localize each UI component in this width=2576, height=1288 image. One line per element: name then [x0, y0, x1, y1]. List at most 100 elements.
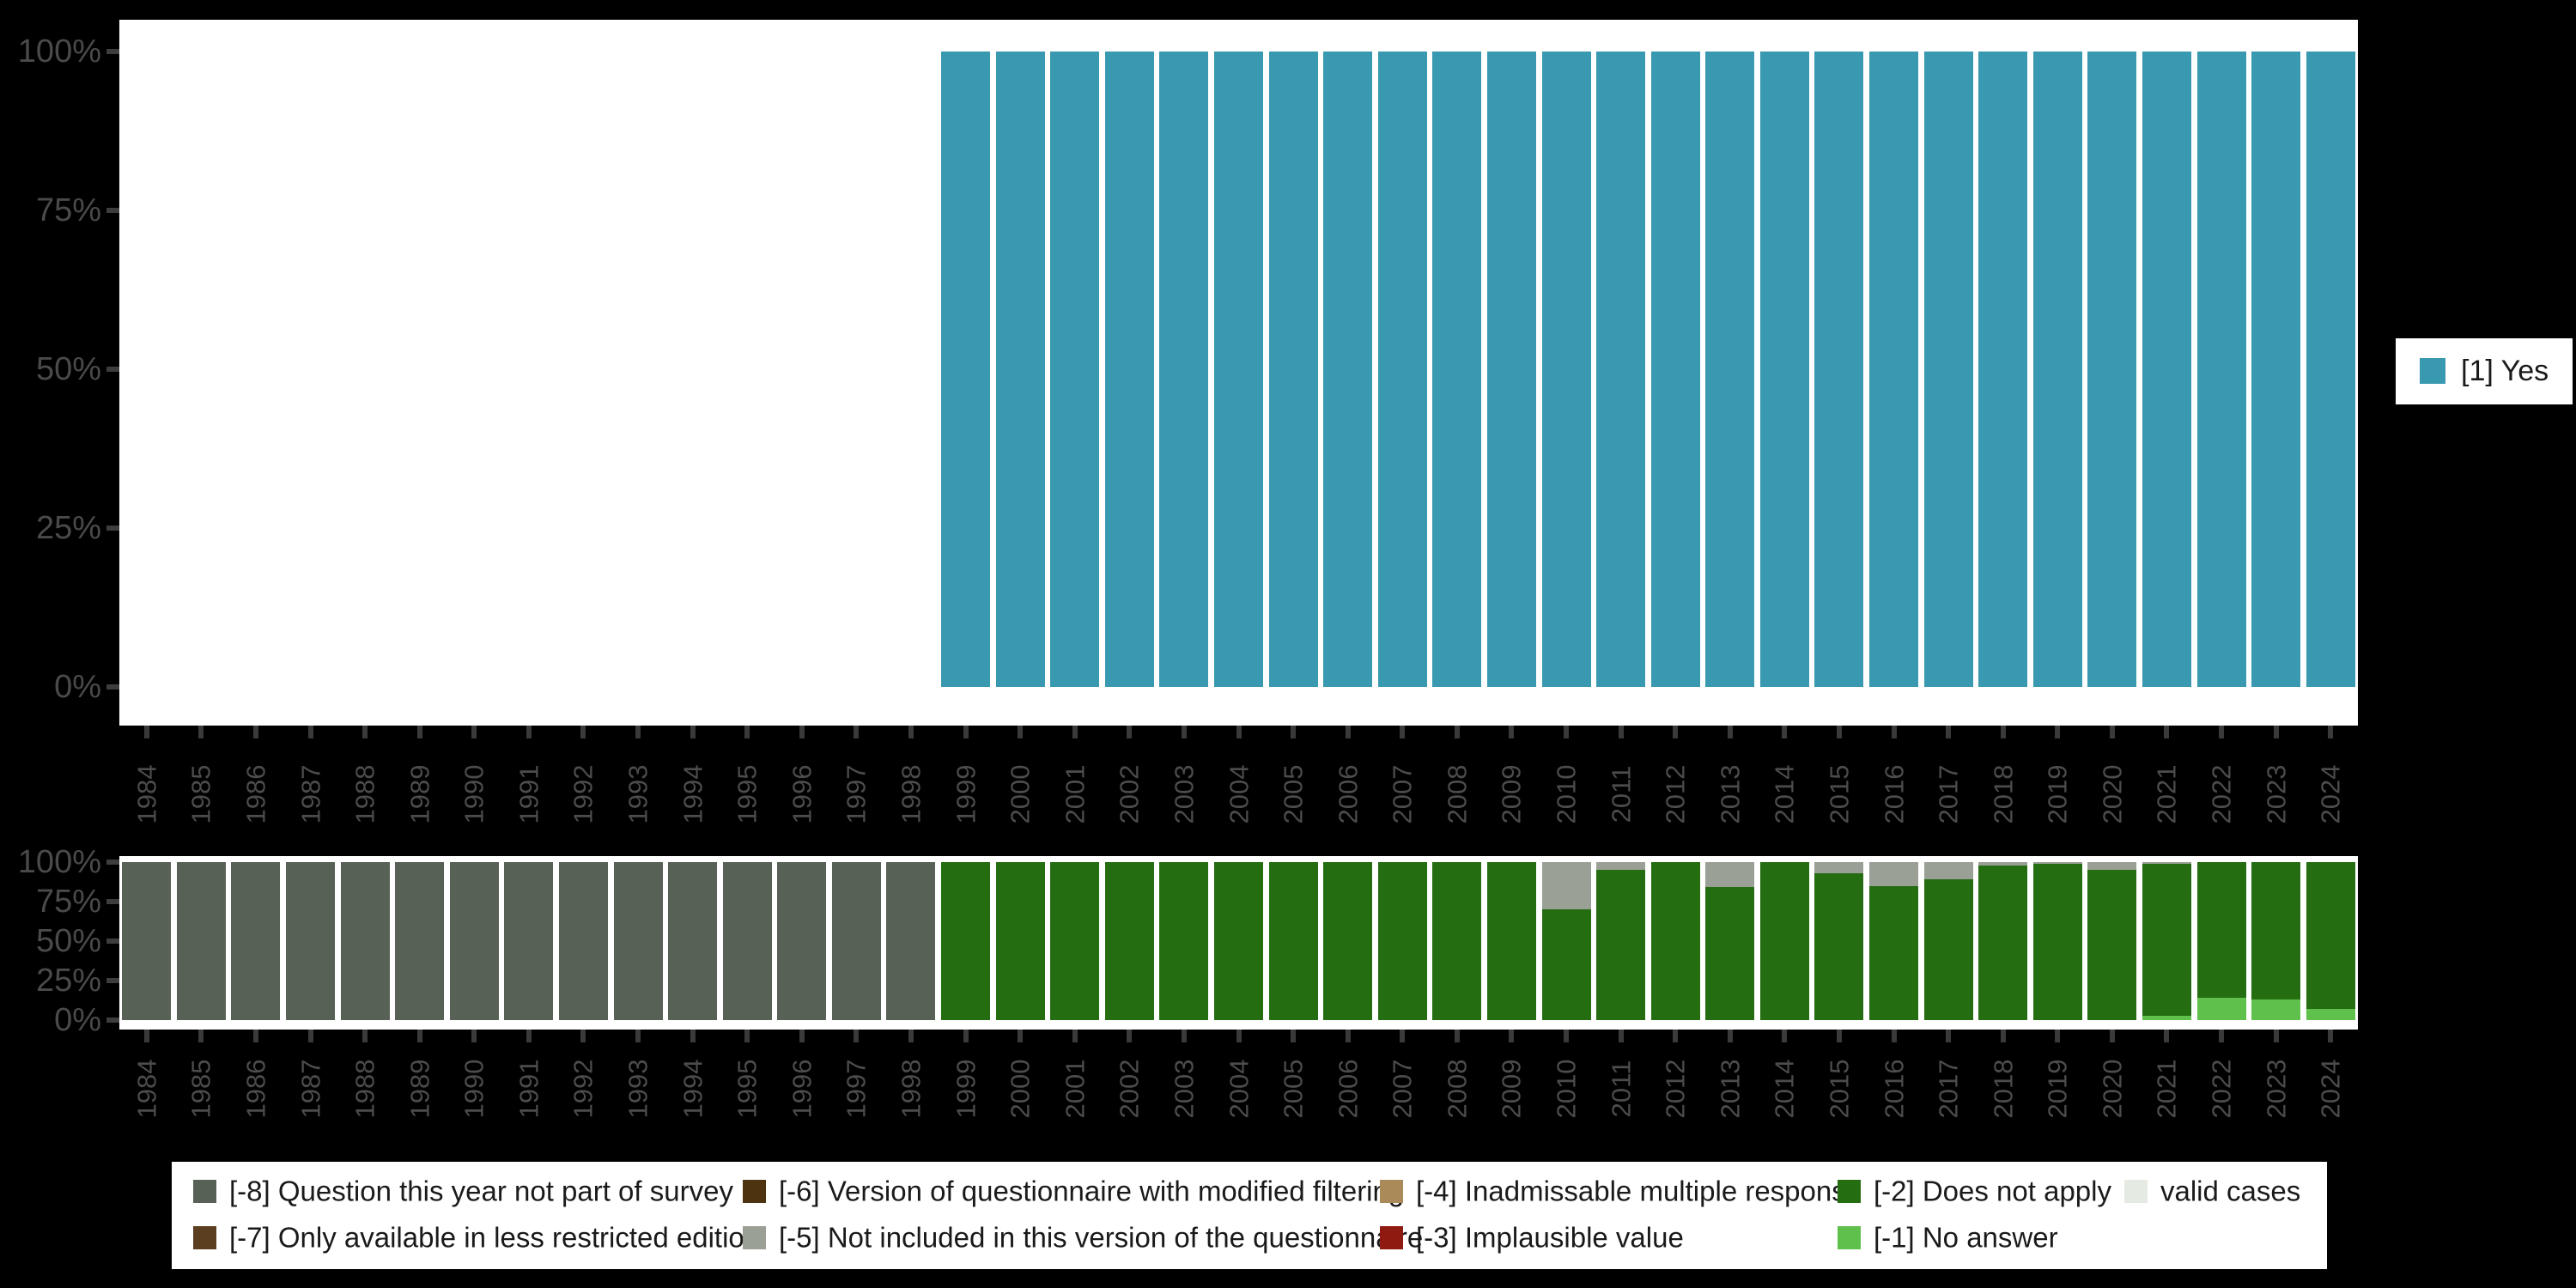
right-legend: [1] Yes: [2396, 338, 2573, 404]
x-axis-year-label: 2024: [2315, 1059, 2346, 1119]
x-axis-tick-mark: [1673, 726, 1678, 738]
bar-segment-2001: [1050, 52, 1099, 687]
x-axis-year-label: 2019: [2042, 1059, 2073, 1119]
x-axis-tick-mark: [908, 1030, 914, 1042]
x-axis-tick-mark: [1564, 726, 1569, 738]
bar-segment-1990: [450, 862, 499, 1020]
legend-label: [-3] Implausible value: [1416, 1221, 1684, 1254]
bar-segment-2017: [1924, 862, 1973, 879]
x-axis-tick-mark: [635, 1030, 641, 1042]
legend-label: [-5] Not included in this version of the…: [779, 1221, 1424, 1254]
x-axis-year-label: 2022: [2206, 1059, 2237, 1119]
bar-segment-1999: [941, 52, 990, 687]
x-axis-tick-mark: [198, 1030, 204, 1042]
y-axis-tick-label: 25%: [35, 510, 101, 546]
x-axis-year-label: 1996: [787, 1059, 817, 1119]
bar-segment-2002: [1105, 52, 1154, 687]
x-axis-tick-mark: [963, 726, 969, 738]
x-axis-year-label: 1989: [404, 764, 435, 824]
legend-label: valid cases: [2160, 1175, 2301, 1207]
x-axis-tick-mark: [308, 1030, 313, 1042]
bar-segment-2011: [1596, 870, 1645, 1020]
x-axis-year-label: 1992: [568, 764, 598, 824]
x-axis-tick-mark: [908, 726, 914, 738]
x-axis-tick-mark: [417, 726, 422, 738]
bar-segment-2021: [2142, 864, 2191, 1016]
y-axis-tick-mark: [106, 1018, 119, 1023]
x-axis-tick-mark: [1564, 1030, 1569, 1042]
x-axis-year-label: 1991: [513, 764, 544, 824]
bar-segment-2011: [1596, 862, 1645, 870]
bar-segment-2009: [1487, 52, 1536, 687]
x-axis-year-label: 2021: [2151, 1059, 2182, 1119]
x-axis-year-label: 2015: [1824, 764, 1855, 824]
x-axis-year-label: 2024: [2315, 764, 2346, 824]
x-axis-tick-mark: [963, 1030, 969, 1042]
x-axis-year-label: 2016: [1879, 1059, 1910, 1119]
x-axis-tick-mark: [471, 1030, 477, 1042]
x-axis-year-label: 2016: [1879, 764, 1910, 824]
x-axis-year-label: 2020: [2097, 1059, 2128, 1119]
x-axis-year-label: 1988: [349, 1059, 380, 1119]
x-axis-year-label: 2006: [1333, 764, 1364, 824]
y-axis-tick-mark: [106, 208, 119, 213]
bar-segment-2017: [1924, 879, 1973, 1020]
x-axis-year-label: 2005: [1278, 1059, 1309, 1119]
x-axis-year-label: 2013: [1715, 764, 1746, 824]
bar-segment-2015: [1814, 52, 1863, 687]
y-axis-tick-mark: [106, 49, 119, 54]
legend-swatch: [1380, 1226, 1403, 1249]
x-axis-tick-mark: [1728, 1030, 1733, 1042]
bar-segment-2009: [1487, 862, 1536, 1020]
x-axis-year-label: 1996: [787, 764, 817, 824]
x-axis-tick-mark: [2328, 726, 2333, 738]
bar-segment-1991: [504, 862, 553, 1020]
bar-segment-2008: [1432, 862, 1481, 1020]
x-axis-tick-mark: [690, 726, 696, 738]
x-axis-year-label: 2001: [1060, 1059, 1091, 1119]
bar-segment-2000: [996, 862, 1045, 1020]
bar-segment-2008: [1432, 52, 1481, 687]
bar-segment-2014: [1760, 862, 1809, 1020]
x-axis-tick-mark: [2274, 726, 2279, 738]
bar-segment-2007: [1378, 862, 1427, 1020]
x-axis-tick-mark: [2001, 1030, 2006, 1042]
x-axis-year-label: 1998: [896, 1059, 927, 1119]
x-axis-year-label: 2022: [2206, 764, 2237, 824]
x-axis-year-label: 2002: [1114, 1059, 1145, 1119]
x-axis-year-label: 1986: [240, 764, 271, 824]
x-axis-year-label: 1993: [623, 1059, 653, 1119]
x-axis-tick-mark: [580, 726, 586, 738]
bar-segment-2018: [1978, 52, 2027, 687]
x-axis-tick-mark: [1400, 726, 1405, 738]
y-axis-tick-label: 0%: [54, 669, 101, 705]
bar-segment-1998: [886, 862, 935, 1020]
x-axis-year-label: 2015: [1824, 1059, 1855, 1119]
x-axis-year-label: 2014: [1769, 1059, 1800, 1119]
legend-label: [-6] Version of questionnaire with modif…: [779, 1175, 1405, 1207]
missing-values-legend: [-8] Question this year not part of surv…: [172, 1162, 2327, 1269]
x-axis-year-label: 1997: [841, 764, 872, 824]
x-axis-tick-mark: [1782, 1030, 1787, 1042]
x-axis-year-label: 2017: [1933, 1059, 1964, 1119]
y-axis-tick-mark: [106, 684, 119, 690]
bar-segment-2022: [2197, 52, 2246, 687]
x-axis-tick-mark: [1892, 726, 1897, 738]
x-axis-year-label: 2000: [1005, 1059, 1036, 1119]
x-axis-tick-mark: [1455, 726, 1460, 738]
x-axis-tick-mark: [198, 726, 204, 738]
bar-segment-2016: [1869, 52, 1918, 687]
x-axis-tick-mark: [144, 726, 149, 738]
bar-segment-2016: [1869, 862, 1918, 886]
bar-segment-2002: [1105, 862, 1154, 1020]
x-axis-tick-mark: [2164, 726, 2169, 738]
x-axis-tick-mark: [854, 1030, 859, 1042]
bar-segment-2007: [1378, 52, 1427, 687]
x-axis-year-label: 2011: [1606, 765, 1637, 823]
x-axis-tick-mark: [1291, 726, 1296, 738]
x-axis-year-label: 1986: [240, 1059, 271, 1119]
x-axis-tick-mark: [362, 726, 368, 738]
bar-segment-1996: [777, 862, 826, 1020]
x-axis-year-label: 1988: [349, 764, 380, 824]
x-axis-tick-mark: [526, 726, 532, 738]
